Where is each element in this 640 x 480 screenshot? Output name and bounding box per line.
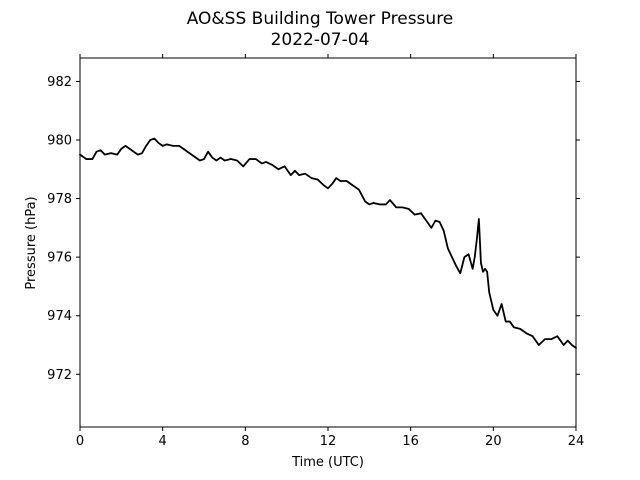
y-tick-label: 978 [47, 192, 72, 207]
x-tick-label: 4 [159, 434, 167, 449]
plot-frame [79, 57, 577, 428]
x-tick-label: 0 [76, 434, 84, 449]
y-tick-label: 972 [47, 368, 72, 383]
x-tick-label: 8 [241, 434, 249, 449]
y-tick-label: 976 [47, 251, 72, 266]
x-tick-label: 24 [568, 434, 585, 449]
x-tick-label: 12 [320, 434, 337, 449]
x-tick-label: 16 [402, 434, 419, 449]
chart-subtitle: 2022-07-04 [271, 30, 370, 50]
pressure-series-line [79, 137, 577, 349]
y-tick-label: 980 [47, 134, 72, 149]
chart-title: AO&SS Building Tower Pressure [187, 9, 454, 29]
y-tick-label: 982 [47, 75, 72, 90]
y-tick-label: 974 [47, 309, 72, 324]
x-axis: 0 4 8 12 16 20 24 [76, 54, 584, 449]
y-axis: 972 974 976 978 980 982 [47, 75, 580, 383]
x-axis-label: Time (UTC) [291, 455, 364, 470]
y-axis-label: Pressure (hPa) [24, 196, 39, 289]
x-tick-label: 20 [485, 434, 502, 449]
